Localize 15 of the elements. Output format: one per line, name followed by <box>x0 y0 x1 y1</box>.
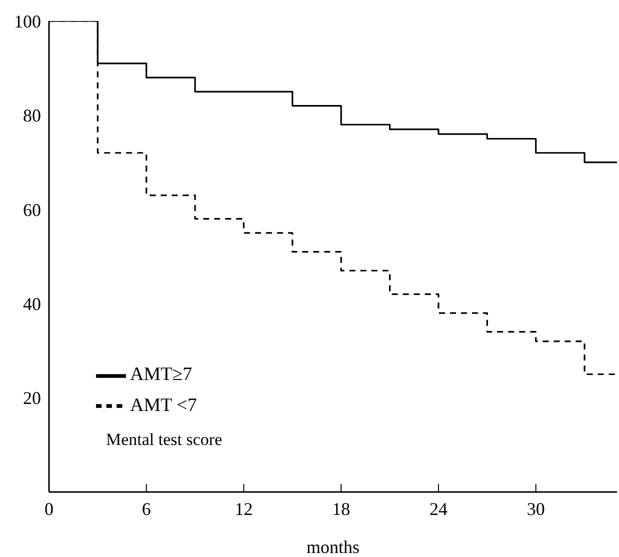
x-tick-label: 24 <box>429 498 448 519</box>
x-tick-label: 18 <box>332 498 350 519</box>
x-tick-label: 12 <box>234 498 253 519</box>
x-tick-label: 30 <box>526 498 545 519</box>
x-tick-label: 6 <box>142 498 151 519</box>
y-tick-label: 100 <box>14 11 41 32</box>
legend-label: AMT <7 <box>130 394 197 416</box>
legend-title: Mental test score <box>106 430 222 450</box>
x-axis-title: months <box>306 537 360 557</box>
legend-label: AMT≥7 <box>130 364 192 385</box>
y-tick-label: 80 <box>23 106 41 126</box>
y-tick-label: 60 <box>23 200 41 220</box>
y-tick-label: 20 <box>23 388 41 408</box>
y-tick-label: 40 <box>23 294 41 314</box>
x-tick-label: 0 <box>44 498 54 519</box>
